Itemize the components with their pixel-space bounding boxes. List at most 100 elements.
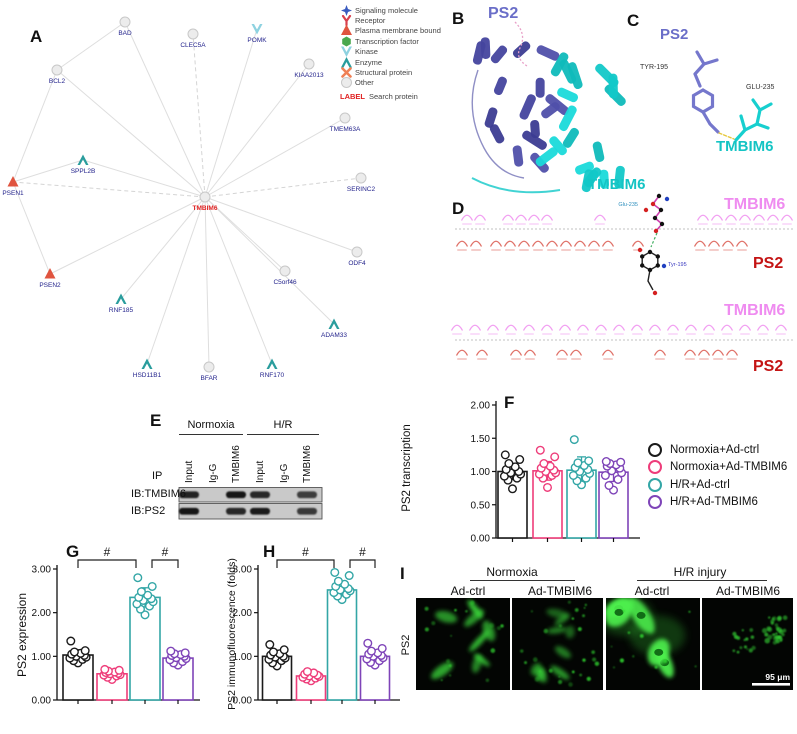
panel-a-label: A (30, 27, 43, 46)
network-node-CLEC5A (187, 28, 199, 40)
tmbim6-label-d2: TMBIM6 (724, 302, 786, 319)
network-label-RNF185: RNF185 (109, 307, 134, 314)
dot-F-1 (550, 452, 560, 462)
dot-H-3 (366, 646, 376, 656)
dot-G-3 (166, 646, 176, 656)
panel-c-label: C (627, 11, 640, 30)
edge-SPPL2B (82, 159, 206, 198)
chart-f-ylabel: PS2 transcription (401, 424, 413, 512)
network-label-KIAA2013: KIAA2013 (294, 72, 324, 79)
dot-G-0 (66, 636, 76, 646)
network-node-SERINC2 (355, 172, 367, 184)
edge-BAD (124, 21, 206, 198)
network-node-BFAR (203, 361, 215, 373)
network-node-ODF4 (351, 246, 363, 258)
dot-G-0 (80, 646, 90, 656)
network-node-RNF170 (266, 358, 278, 369)
network-node-PSEN2 (44, 268, 56, 279)
signaling-glyph (341, 4, 352, 16)
sig-bracket-G-0 (77, 559, 137, 568)
network-legend: Signaling molecule Receptor Plasma membran… (340, 4, 441, 102)
ps2-label-c: PS2 (660, 26, 689, 43)
chart-legend-item-3: H/R+Ad-TMBIM6 (648, 494, 787, 512)
micro-group-header-1: H/R injury (673, 565, 727, 579)
edge-C5orf46 (204, 196, 286, 272)
legend-item-label: Receptor (355, 16, 386, 26)
dot-F-0 (508, 484, 518, 494)
sig-bracket-H-0 (276, 559, 335, 568)
bar-charts: 0.00 0.50 1.00 1.50 2.00 0.00 1.00 2.00 3.00 # #0.… (32, 401, 640, 707)
network-node-SPPL2B (77, 154, 89, 165)
micro-sub-label-1: Ad-TMBIM6 (527, 584, 592, 598)
edge-KIAA2013 (204, 63, 310, 198)
micro-group-header-0: Normoxia (486, 565, 538, 579)
fluorescence-images (416, 598, 793, 690)
blot-band-r1-l0 (179, 507, 199, 515)
dot-G-2 (140, 610, 150, 620)
ytick-H: 0.00 (233, 696, 253, 707)
dot-H-2 (344, 571, 354, 581)
network-node-RNF185 (115, 293, 127, 304)
ps2-label-d1: PS2 (753, 255, 784, 272)
dot-G-2 (136, 587, 146, 597)
tmbim6-label-c: TMBIM6 (716, 138, 774, 155)
panel-h-label: H (263, 542, 276, 561)
network-node-BCL2 (51, 64, 63, 76)
kinase-icon (341, 46, 352, 58)
network-label-PSEN2: PSEN2 (39, 282, 61, 289)
dot-F-3 (613, 474, 623, 484)
network-label-RNF170: RNF170 (260, 372, 285, 379)
network-label-SERINC2: SERINC2 (347, 186, 376, 193)
dot-H-0 (265, 640, 275, 650)
blot-band-r0-l3 (250, 491, 270, 499)
scale-bar-label: 95 μm (765, 672, 790, 682)
legend-item-other: Other (340, 77, 441, 89)
legend-item-enzyme: Enzyme (340, 56, 441, 68)
dot-G-1 (100, 664, 110, 674)
blot-row-tmbim6: IB:TMBIM6 (131, 488, 187, 500)
blot-band-r0-l0 (179, 491, 199, 499)
dot-G-2 (133, 573, 143, 583)
tmbim6-sticks (734, 98, 773, 142)
blot-band-r1-l2 (226, 507, 246, 515)
dot-G-2 (147, 581, 157, 591)
network-node-PSEN1 (7, 176, 19, 187)
blot-band-r0-l2 (226, 491, 246, 499)
dot-H-0 (268, 647, 278, 657)
panel-g-label: G (66, 542, 80, 561)
dot-F-2 (573, 458, 583, 468)
dot-F-1 (539, 459, 549, 469)
other-glyph (341, 77, 352, 89)
ytick-F: 0.50 (471, 500, 491, 511)
legend-item-kinase: Kinase (340, 46, 441, 58)
micro-image-0 (416, 598, 510, 690)
ps2-label-b: PS2 (488, 5, 519, 22)
legend-item-label: Other (355, 78, 374, 88)
dot-H-2 (333, 576, 343, 586)
bar-H-2 (326, 589, 358, 701)
blot-group-normoxia: Normoxia (187, 419, 235, 431)
legend-item-search: LABEL Search protein (340, 91, 441, 101)
lane-label-2: TMBIM6 (231, 445, 242, 483)
ytick-F: 0.00 (471, 534, 491, 545)
legend-item-structural: Structural protein (340, 67, 441, 78)
edge-PSEN1-PSEN2 (12, 181, 51, 275)
dot-F-0 (515, 455, 525, 465)
network-label-TMEM63A: TMEM63A (330, 126, 361, 133)
network-label-TMBIM6: TMBIM6 (193, 205, 218, 212)
membrane-glyph (341, 25, 352, 36)
dot-G-0 (69, 647, 79, 657)
network-label-PSEN1: PSEN1 (2, 190, 24, 197)
hbond-dash (650, 232, 658, 248)
network-node-labels: BAD CLEC5A POMK KIAA2013 BCL2 TMEM63A SPPL2B PS… (2, 30, 375, 382)
western-blot: Input Ig-G TMBIM6 Input Ig-G TMBIM6 (178, 445, 323, 520)
legend-item-label: Normoxia+Ad-TMBIM6 (670, 461, 788, 474)
dot-G-1 (114, 665, 124, 675)
blot-group-hr-underline (247, 434, 319, 436)
edge-BCL2-PSEN1 (12, 69, 58, 183)
edge-RNF185 (120, 196, 206, 300)
chart-f-legend: Normoxia+Ad-ctrl Normoxia+Ad-TMBIM6 H/R+… (648, 441, 787, 511)
bar-F-1 (532, 470, 563, 539)
